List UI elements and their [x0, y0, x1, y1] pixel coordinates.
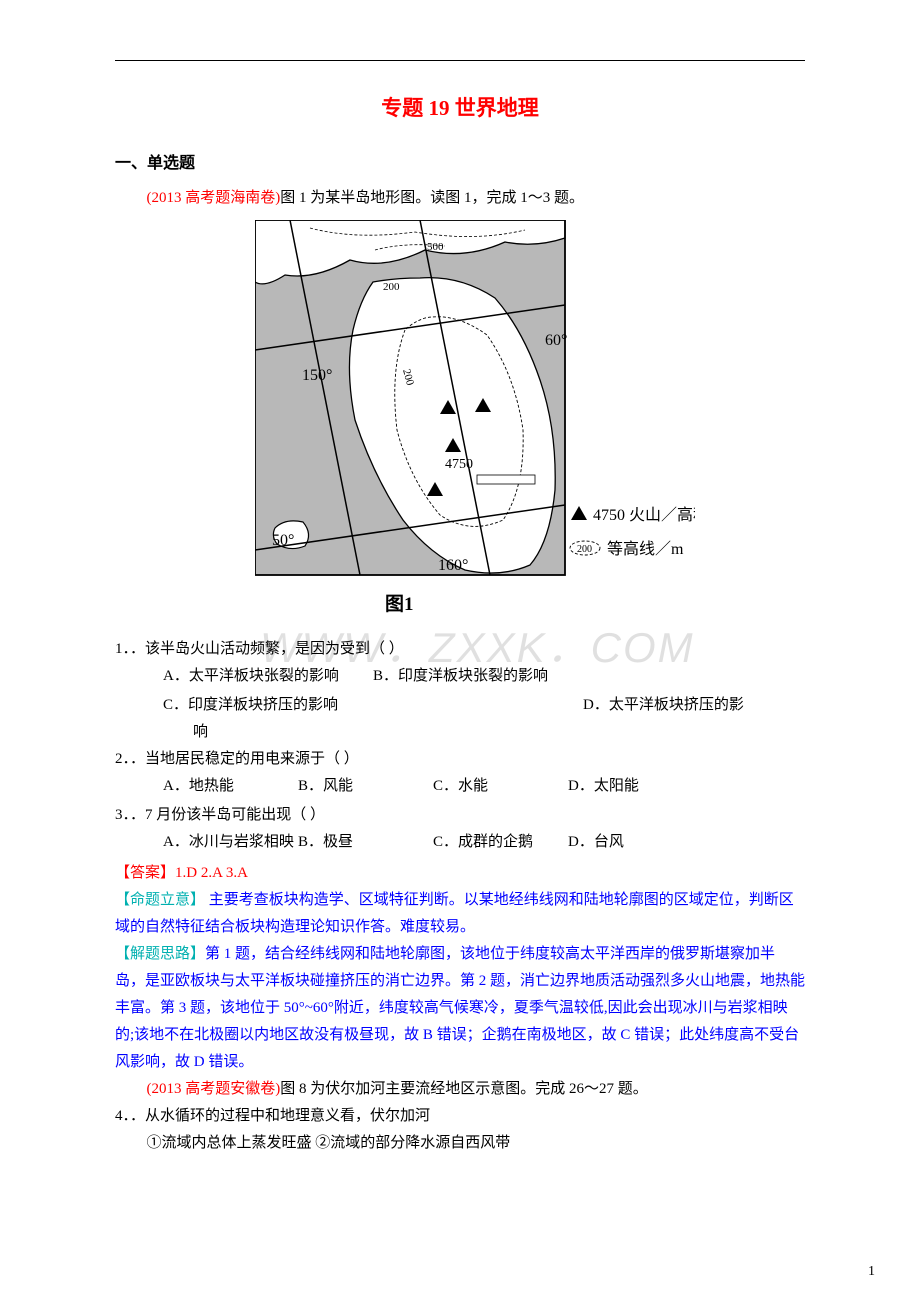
- intent-para: 【命题立意】 主要考查板块构造学、区域特征判断。以某地经纬线网和陆地轮廓图的区域…: [115, 887, 805, 941]
- source1-prefix: (2013 高考题海南卷): [147, 190, 281, 206]
- source1-text: 图 1 为某半岛地形图。读图 1，完成 1～3 题。: [280, 190, 584, 206]
- lon1-label: 150°: [302, 367, 332, 384]
- c200-b: 200: [383, 281, 400, 293]
- title-container: 专题 19 世界地理: [115, 90, 805, 128]
- answer-block: 【答案】1.D 2.A 3.A 【命题立意】 主要考查板块构造学、区域特征判断。…: [115, 860, 805, 1076]
- map-svg: 150° 60° 50° 160° 4750 200 200 500 图1 47…: [255, 220, 695, 620]
- q2-c: C．水能: [433, 773, 568, 800]
- source-line-2: (2013 高考题安徽卷)图 8 为伏尔加河主要流经地区示意图。完成 26～27…: [115, 1076, 805, 1103]
- legend-contour-val: 200: [577, 544, 592, 555]
- q2-stem: 2．．当地居民稳定的用电来源于（ ）: [115, 746, 805, 773]
- lon2-label: 160°: [438, 557, 468, 574]
- content: 专题 19 世界地理 一、单选题 (2013 高考题海南卷)图 1 为某半岛地形…: [115, 90, 805, 1157]
- q3-b: B．极昼: [298, 829, 433, 856]
- scale-bar: [477, 475, 535, 484]
- lat1-label: 60°: [545, 332, 567, 349]
- q4-sub1: ①流域内总体上蒸发旺盛 ②流域的部分降水源自西风带: [115, 1130, 805, 1157]
- q1-a: A．太平洋板块张裂的影响: [163, 663, 373, 690]
- q1-opts-cd: C．印度洋板块挤压的影响 D．太平洋板块挤压的影 响: [115, 692, 805, 746]
- solution-text: 第 1 题，结合经纬线网和陆地轮廓图，该地位于纬度较高太平洋西岸的俄罗斯堪察加半…: [115, 946, 805, 1070]
- peak-label: 4750: [445, 457, 473, 472]
- source2-prefix: (2013 高考题安徽卷): [147, 1081, 281, 1097]
- figure-caption: 图1: [385, 593, 414, 615]
- q1-c: C．印度洋板块挤压的影响: [163, 692, 583, 719]
- q2-opts: A．地热能 B．风能 C．水能 D．太阳能: [115, 773, 805, 800]
- page-title: 专题 19 世界地理: [381, 96, 539, 120]
- figure-1: 150° 60° 50° 160° 4750 200 200 500 图1 47…: [145, 220, 805, 630]
- q1-stem: 1．．该半岛火山活动频繁，是因为受到（ ）: [115, 636, 805, 663]
- legend-volcano-icon: [571, 506, 587, 520]
- lat2-label: 50°: [272, 532, 294, 549]
- page-number: 1: [868, 1259, 875, 1284]
- q3-d: D．台风: [568, 829, 624, 856]
- section-heading: 一、单选题: [115, 150, 805, 179]
- source2-text: 图 8 为伏尔加河主要流经地区示意图。完成 26～27 题。: [280, 1081, 648, 1097]
- source-line-1: (2013 高考题海南卷)图 1 为某半岛地形图。读图 1，完成 1～3 题。: [115, 185, 805, 212]
- q2-b: B．风能: [298, 773, 433, 800]
- legend-contour-text: 等高线／m: [607, 540, 684, 558]
- q3-opts: A．冰川与岩浆相映 B．极昼 C．成群的企鹅 D．台风: [115, 829, 805, 856]
- q3-c: C．成群的企鹅: [433, 829, 568, 856]
- intent-text: 主要考查板块构造学、区域特征判断。以某地经纬线网和陆地轮廓图的区域定位，判断区域…: [115, 892, 794, 935]
- q1-d2: 响: [115, 719, 805, 746]
- solution-para: 【解题思路】第 1 题，结合经纬线网和陆地轮廓图，该地位于纬度较高太平洋西岸的俄…: [115, 941, 805, 1076]
- q2-d: D．太阳能: [568, 773, 639, 800]
- q4-stem: 4．．从水循环的过程中和地理意义看，伏尔加河: [115, 1103, 805, 1130]
- intent-label: 【命题立意】: [115, 892, 205, 908]
- solution-label: 【解题思路】: [115, 946, 205, 962]
- q2-a: A．地热能: [163, 773, 298, 800]
- q1-opts-ab: A．太平洋板块张裂的影响 B．印度洋板块张裂的影响: [115, 663, 805, 690]
- c500: 500: [427, 241, 444, 253]
- q3-a: A．冰川与岩浆相映: [163, 829, 298, 856]
- top-border-line: [115, 60, 805, 61]
- q3-stem: 3．．7 月份该半岛可能出现（ ）: [115, 802, 805, 829]
- q1-b: B．印度洋板块张裂的影响: [373, 663, 583, 690]
- legend-volcano-text: 4750 火山／高程／m: [593, 506, 695, 524]
- q1-d: D．太平洋板块挤压的影: [583, 692, 744, 719]
- answer-line: 【答案】1.D 2.A 3.A: [115, 860, 805, 887]
